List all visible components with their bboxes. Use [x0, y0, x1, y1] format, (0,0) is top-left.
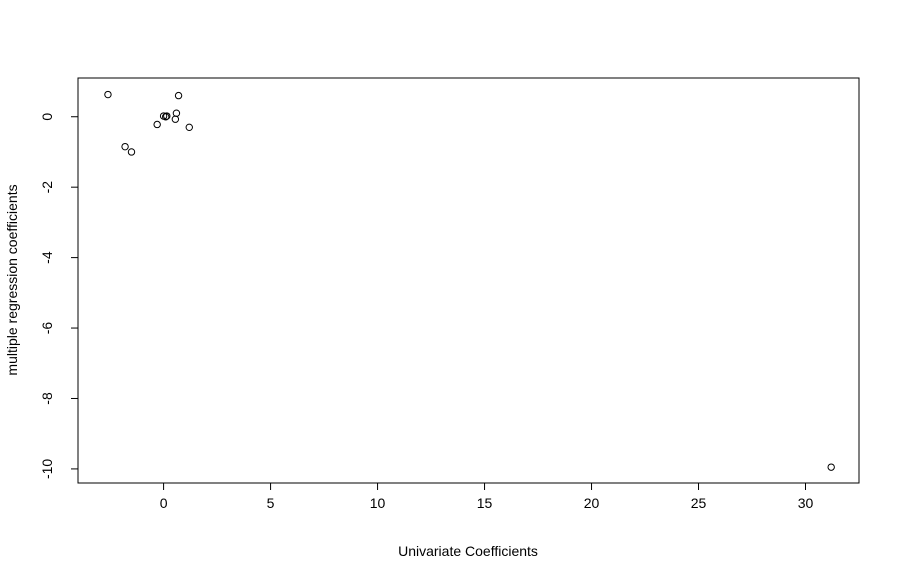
data-point	[162, 113, 170, 121]
data-point	[153, 120, 161, 129]
x-tick-label: 15	[477, 495, 493, 511]
x-tick-label: 30	[798, 495, 814, 511]
x-tick-label: 5	[267, 495, 275, 511]
y-tick-label: -10	[39, 459, 55, 479]
data-point	[185, 123, 193, 132]
y-axis: 0 -2 -4 -6 -8 -10	[39, 113, 79, 479]
data-point	[172, 109, 181, 117]
x-tick-label: 20	[584, 495, 600, 511]
data-point	[121, 142, 129, 151]
y-tick-label: -2	[39, 181, 55, 194]
data-point	[171, 115, 180, 123]
x-tick-label: 25	[691, 495, 707, 511]
y-axis-label: multiple regression coefficients	[4, 184, 20, 375]
data-point	[174, 91, 183, 100]
data-point	[827, 463, 835, 471]
x-tick-label: 10	[370, 495, 386, 511]
x-tick-label: 0	[160, 495, 168, 511]
plot-frame	[77, 77, 860, 484]
x-axis: 0 5 10 15 20 25 30	[160, 482, 814, 511]
data-point	[163, 112, 171, 120]
y-tick-label: -4	[39, 251, 55, 264]
data-points	[104, 90, 835, 471]
data-point	[104, 90, 112, 99]
y-tick-label: -6	[39, 322, 55, 335]
data-point	[127, 148, 136, 156]
y-tick-label: 0	[39, 113, 55, 121]
y-tick-label: -8	[39, 392, 55, 405]
x-axis-label: Univariate Coefficients	[398, 543, 538, 559]
